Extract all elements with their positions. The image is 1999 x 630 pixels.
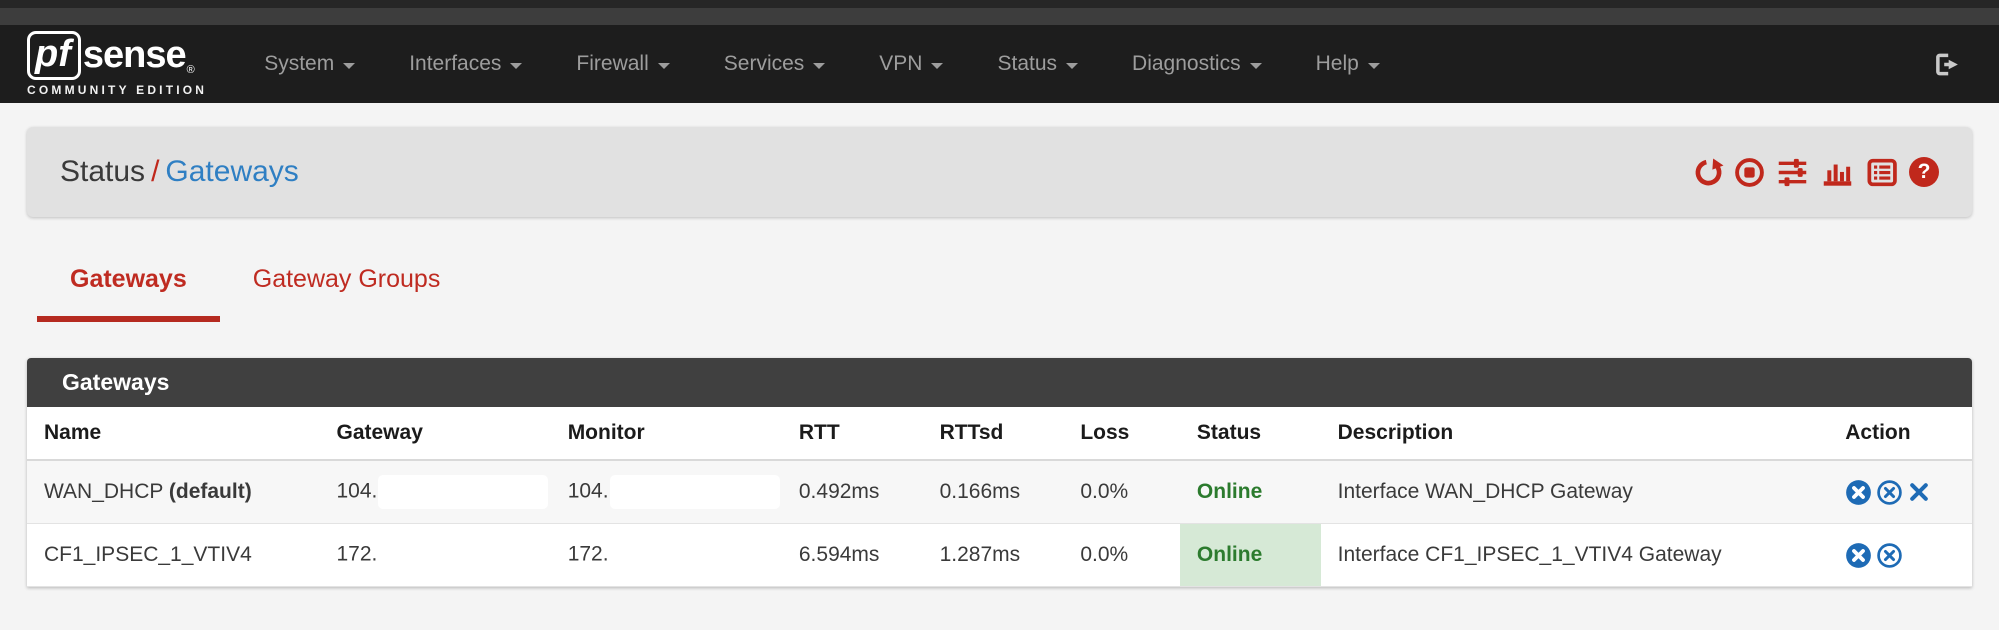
monitor-address: 104. xyxy=(550,460,782,524)
browser-chrome-strip xyxy=(0,0,1999,8)
action-cell xyxy=(1828,460,1972,524)
menu-diagnostics[interactable]: Diagnostics xyxy=(1105,25,1289,103)
redacted-value xyxy=(378,538,507,572)
sign-out-icon[interactable] xyxy=(1932,50,1962,79)
breadcrumb-bar: Status / Gateways xyxy=(27,127,1972,217)
times-icon[interactable] xyxy=(1907,480,1931,504)
col-gateway: Gateway xyxy=(319,407,551,461)
col-rtt: RTT xyxy=(781,407,923,461)
col-description: Description xyxy=(1320,407,1829,461)
community-edition-label: COMMUNITY EDITION xyxy=(27,83,208,97)
pf-logo-box: pf xyxy=(27,31,81,80)
rttsd-value: 1.287ms xyxy=(922,523,1064,587)
gateways-table: Name Gateway Monitor RTT RTTsd Loss Stat… xyxy=(27,407,1972,587)
menu-help[interactable]: Help xyxy=(1289,25,1407,103)
times-circle-outline-icon[interactable] xyxy=(1876,479,1903,506)
breadcrumb-page-link[interactable]: Gateways xyxy=(165,155,299,188)
menu-services[interactable]: Services xyxy=(697,25,853,103)
redacted-value xyxy=(378,475,549,509)
rtt-value: 6.594ms xyxy=(781,523,923,587)
chevron-down-icon xyxy=(343,62,356,69)
pfsense-logo[interactable]: pf sense ® COMMUNITY EDITION xyxy=(27,31,207,97)
menu-interfaces[interactable]: Interfaces xyxy=(382,25,549,103)
gateway-name: CF1_IPSEC_1_VTIV4 xyxy=(27,523,320,587)
breadcrumb: Status / Gateways xyxy=(60,155,299,189)
breadcrumb-section: Status xyxy=(60,155,146,188)
gateway-description: Interface WAN_DHCP Gateway xyxy=(1320,460,1829,524)
redacted-value xyxy=(609,475,780,509)
times-circle-solid-icon[interactable] xyxy=(1845,479,1872,506)
col-name: Name xyxy=(27,407,320,461)
redacted-value xyxy=(609,538,738,572)
rtt-value: 0.492ms xyxy=(781,460,923,524)
breadcrumb-actions: ? xyxy=(1693,156,1939,189)
panel-title: Gateways xyxy=(27,358,1972,407)
times-circle-solid-icon[interactable] xyxy=(1845,542,1872,569)
gateway-tabs: Gateways Gateway Groups xyxy=(37,265,1999,322)
chevron-down-icon xyxy=(931,62,944,69)
table-header-row: Name Gateway Monitor RTT RTTsd Loss Stat… xyxy=(27,407,1972,461)
main-menu: System Interfaces Firewall Services VPN … xyxy=(237,25,1407,103)
chevron-down-icon xyxy=(813,62,826,69)
gateway-name: WAN_DHCP (default) xyxy=(27,460,320,524)
gateways-panel: Gateways Name Gateway Monitor RTT RTTsd … xyxy=(27,358,1972,587)
rttsd-value: 0.166ms xyxy=(922,460,1064,524)
menu-status[interactable]: Status xyxy=(970,25,1105,103)
chevron-down-icon xyxy=(1367,62,1380,69)
pfsense-wordmark: pf sense ® xyxy=(27,31,207,80)
top-navbar: pf sense ® COMMUNITY EDITION System Interf… xyxy=(0,25,1999,103)
times-circle-outline-icon[interactable] xyxy=(1876,542,1903,569)
gateway-description: Interface CF1_IPSEC_1_VTIV4 Gateway xyxy=(1320,523,1829,587)
chevron-down-icon xyxy=(1066,62,1079,69)
chevron-down-icon xyxy=(510,62,523,69)
gateway-address: 104. xyxy=(319,460,551,524)
menu-firewall[interactable]: Firewall xyxy=(549,25,696,103)
col-status: Status xyxy=(1179,407,1321,461)
chart-bar-icon[interactable] xyxy=(1820,156,1855,189)
gateway-address: 172. xyxy=(319,523,551,587)
menu-vpn[interactable]: VPN xyxy=(852,25,970,103)
col-action: Action xyxy=(1828,407,1972,461)
tab-gateways[interactable]: Gateways xyxy=(37,265,220,322)
default-flag: (default) xyxy=(168,480,252,503)
stop-circle-icon[interactable] xyxy=(1734,157,1765,188)
sliders-icon[interactable] xyxy=(1775,156,1810,189)
refresh-icon[interactable] xyxy=(1693,157,1724,188)
breadcrumb-separator: / xyxy=(151,155,160,188)
action-cell xyxy=(1828,523,1972,587)
question-circle-icon[interactable]: ? xyxy=(1909,157,1939,187)
col-monitor: Monitor xyxy=(550,407,782,461)
table-row: CF1_IPSEC_1_VTIV4 172. 172. 6.594ms 1.28… xyxy=(27,523,1972,587)
browser-chrome-strip-2 xyxy=(0,8,1999,25)
status-badge: Online xyxy=(1179,460,1321,524)
loss-value: 0.0% xyxy=(1063,460,1180,524)
monitor-address: 172. xyxy=(550,523,782,587)
chevron-down-icon xyxy=(1249,62,1262,69)
menu-system[interactable]: System xyxy=(237,25,382,103)
list-icon[interactable] xyxy=(1865,156,1899,189)
status-badge: Online xyxy=(1179,523,1321,587)
chevron-down-icon xyxy=(657,62,670,69)
col-loss: Loss xyxy=(1063,407,1180,461)
loss-value: 0.0% xyxy=(1063,523,1180,587)
tab-gateway-groups[interactable]: Gateway Groups xyxy=(252,265,441,293)
col-rttsd: RTTsd xyxy=(922,407,1064,461)
table-row: WAN_DHCP (default) 104. 104. 0.492ms 0.1… xyxy=(27,460,1972,524)
